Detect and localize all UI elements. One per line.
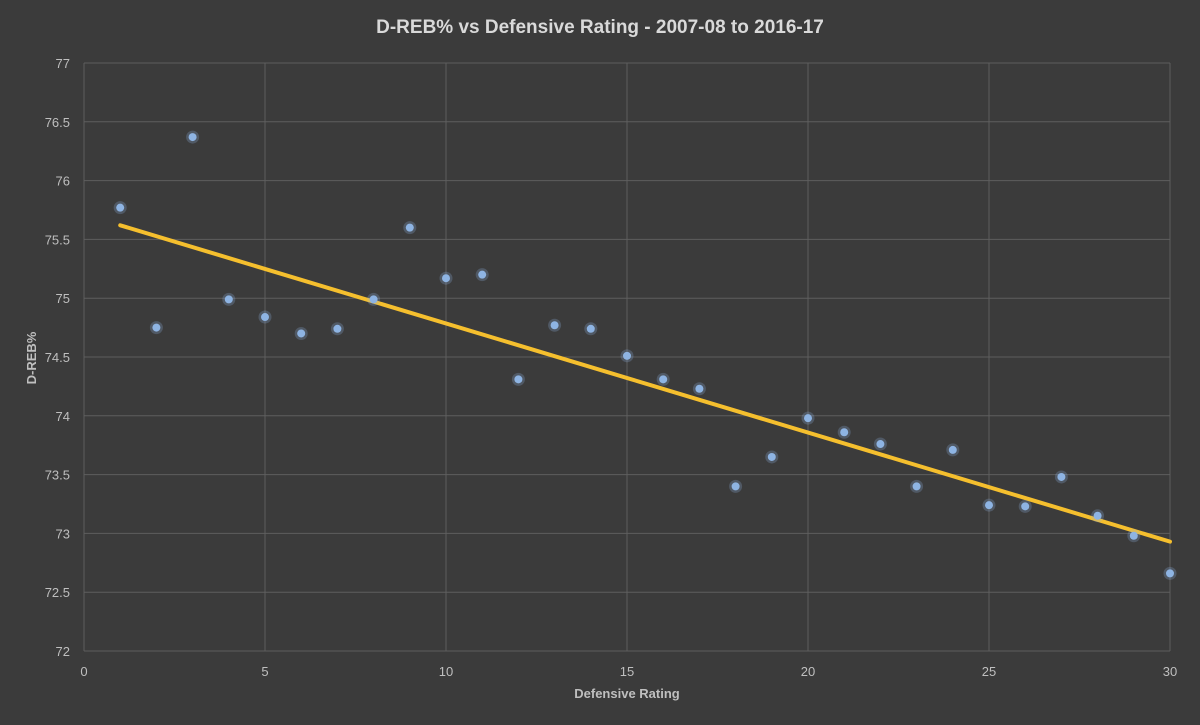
y-tick-label: 76 [56,174,70,189]
x-tick-label: 30 [1163,664,1177,679]
data-point [550,321,559,330]
data-point [623,351,631,360]
data-point [1057,472,1066,481]
y-tick-label: 72.5 [45,585,70,600]
x-axis-tick-labels: 0 5 10 15 20 25 30 [80,664,1177,679]
x-tick-label: 5 [261,664,268,679]
data-point [333,324,342,333]
y-tick-label: 75 [56,291,70,306]
chart-title: D-REB% vs Defensive Rating - 2007-08 to … [376,17,824,38]
x-tick-label: 10 [439,664,453,679]
data-point [188,133,197,142]
data-point [442,274,450,283]
data-point [876,440,885,449]
data-point [261,313,269,322]
data-point [369,295,378,304]
data-point [948,445,957,454]
data-point [659,375,668,384]
data-point [912,482,921,491]
data-point [1021,502,1030,511]
data-point [695,384,704,393]
linear-trendline [118,223,1172,544]
data-point [985,501,993,510]
data-point [1129,531,1138,540]
data-point [116,203,125,212]
y-tick-label: 72 [56,644,70,659]
y-axis-title: D-REB% [24,331,39,384]
data-point [478,270,487,279]
x-tick-label: 15 [620,664,634,679]
y-tick-label: 75.5 [45,232,70,247]
data-point [767,452,776,461]
data-point [731,482,740,491]
y-axis-tick-labels: 72 72.5 73 73.5 74 74.5 75 75.5 76 76.5 77 [45,56,70,659]
data-point [1093,511,1102,520]
data-points [113,130,1177,580]
y-tick-label: 74.5 [45,350,70,365]
y-tick-label: 74 [56,409,70,424]
x-tick-label: 20 [801,664,815,679]
data-point [1166,569,1174,578]
x-axis-title: Defensive Rating [574,686,680,701]
data-point [804,414,812,423]
y-tick-label: 73.5 [45,468,70,483]
data-point [297,329,306,338]
data-point [224,295,233,304]
x-tick-label: 25 [982,664,996,679]
data-point [405,223,414,232]
data-point [514,375,523,384]
y-tick-label: 73 [56,526,70,541]
y-tick-label: 76.5 [45,115,70,130]
data-point [840,428,849,437]
data-point [152,323,161,332]
x-tick-label: 0 [80,664,87,679]
data-point [586,324,595,333]
y-tick-label: 77 [56,56,70,71]
